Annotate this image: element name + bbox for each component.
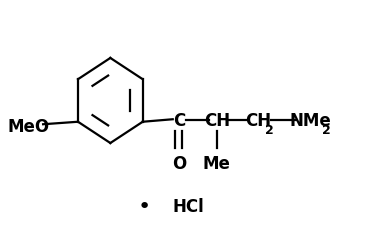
Text: •: • (137, 196, 150, 216)
Text: O: O (172, 154, 187, 172)
Text: 2: 2 (322, 123, 330, 136)
Text: NMe: NMe (290, 112, 331, 130)
Text: Me: Me (203, 154, 231, 172)
Text: CH: CH (204, 112, 230, 130)
Text: HCl: HCl (173, 197, 205, 215)
Text: 2: 2 (265, 123, 273, 136)
Text: MeO: MeO (7, 117, 49, 135)
Text: CH: CH (245, 112, 271, 130)
Text: C: C (173, 112, 185, 130)
